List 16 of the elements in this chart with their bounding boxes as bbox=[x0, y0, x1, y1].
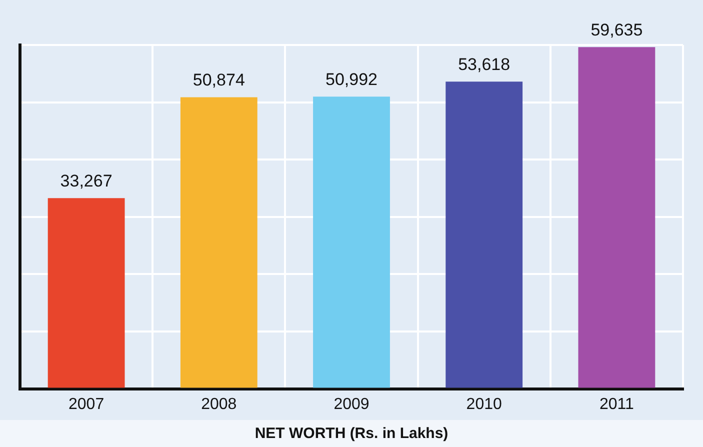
x-tick-label: 2009 bbox=[334, 396, 370, 413]
x-tick-label: 2007 bbox=[68, 396, 104, 413]
x-axis-title: NET WORTH (Rs. in Lakhs) bbox=[0, 420, 703, 447]
bar bbox=[446, 82, 523, 388]
data-label: 50,992 bbox=[326, 70, 378, 89]
data-label: 59,635 bbox=[590, 20, 643, 40]
bar bbox=[180, 97, 258, 388]
bar bbox=[313, 96, 390, 388]
x-tick-label: 2010 bbox=[466, 396, 502, 413]
x-tick-label: 2008 bbox=[201, 396, 237, 413]
data-label: 53,618 bbox=[458, 54, 510, 74]
data-label: 50,874 bbox=[192, 70, 245, 90]
bar bbox=[578, 47, 656, 388]
x-tick-label: 2011 bbox=[599, 396, 634, 413]
data-label: 33,267 bbox=[60, 171, 112, 190]
bar bbox=[48, 198, 125, 388]
